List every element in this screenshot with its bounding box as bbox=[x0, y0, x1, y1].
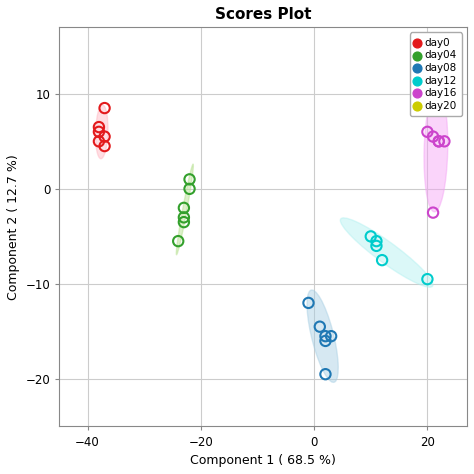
Point bbox=[429, 81, 437, 88]
Point bbox=[101, 142, 109, 150]
Point bbox=[101, 133, 109, 140]
X-axis label: Component 1 ( 68.5 %): Component 1 ( 68.5 %) bbox=[190, 454, 336, 467]
Point bbox=[186, 185, 193, 192]
Point bbox=[429, 66, 437, 74]
Point bbox=[424, 71, 431, 79]
Ellipse shape bbox=[307, 290, 338, 383]
Point bbox=[429, 209, 437, 217]
Point bbox=[180, 219, 188, 226]
Point bbox=[441, 137, 448, 145]
Point bbox=[101, 104, 109, 112]
Point bbox=[435, 76, 443, 83]
Point bbox=[435, 137, 443, 145]
Point bbox=[373, 237, 380, 245]
Point bbox=[174, 237, 182, 245]
Ellipse shape bbox=[340, 218, 433, 287]
Point bbox=[373, 242, 380, 250]
Point bbox=[322, 370, 329, 378]
Point bbox=[435, 66, 443, 74]
Point bbox=[435, 137, 443, 145]
Point bbox=[424, 128, 431, 136]
Point bbox=[322, 337, 329, 345]
Point bbox=[95, 128, 103, 136]
Ellipse shape bbox=[424, 90, 448, 212]
Point bbox=[180, 204, 188, 212]
Point bbox=[322, 332, 329, 340]
Point bbox=[186, 175, 193, 183]
Ellipse shape bbox=[96, 105, 108, 159]
Point bbox=[95, 137, 103, 145]
Y-axis label: Component 2 ( 12.7 %): Component 2 ( 12.7 %) bbox=[7, 154, 20, 300]
Point bbox=[367, 233, 374, 240]
Point bbox=[418, 66, 426, 74]
Point bbox=[95, 123, 103, 131]
Point bbox=[328, 332, 335, 340]
Legend: day0, day04, day08, day12, day16, day20: day0, day04, day08, day12, day16, day20 bbox=[410, 33, 462, 116]
Point bbox=[316, 323, 324, 330]
Point bbox=[305, 299, 312, 307]
Ellipse shape bbox=[419, 63, 446, 87]
Title: Scores Plot: Scores Plot bbox=[215, 7, 311, 22]
Ellipse shape bbox=[176, 164, 193, 255]
Point bbox=[424, 275, 431, 283]
Point bbox=[378, 256, 386, 264]
Point bbox=[429, 133, 437, 140]
Point bbox=[180, 214, 188, 221]
